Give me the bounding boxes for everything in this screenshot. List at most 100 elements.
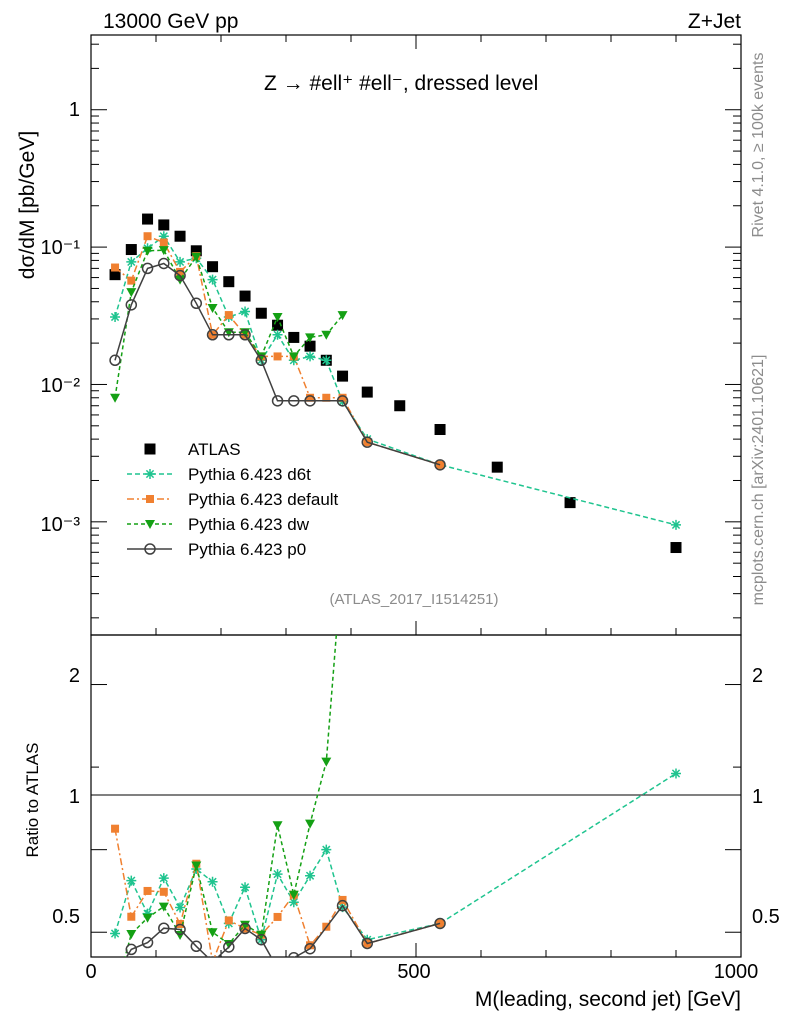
x-tick-label-1000: 1000 [714,961,759,983]
point-atlas [125,244,137,256]
legend-marker-dw [145,520,155,529]
ratio-tick-label-left-1: 1 [69,786,80,808]
ratio-y-axis-label: Ratio to ATLAS [23,743,42,858]
ratio-point-d6t [288,897,299,908]
point-p0 [125,299,138,311]
ratio-point-p0 [209,956,216,957]
point-dw [207,304,218,314]
point-p0 [271,395,284,407]
ratio-point-dw [126,929,137,939]
point-atlas [223,276,235,288]
ratio-point-d6t [207,876,218,887]
point-atlas [491,461,503,473]
point-dw [110,393,121,403]
point-default [111,263,120,272]
ratio-point-default [273,912,282,921]
point-default [322,393,331,402]
point-dw [256,352,267,362]
ratio-tick-label-right-1: 1 [752,786,763,808]
legend-label-p0: Pythia 6.423 p0 [188,540,306,559]
ratio-point-d6t [671,768,681,779]
ratio-point-d6t [110,928,121,939]
ratio-point-d6t [126,875,137,886]
ratio-point-p0 [273,963,283,973]
ratio-point-default [143,886,152,895]
point-p0 [190,297,203,310]
point-atlas [207,261,219,273]
point-p0 [141,262,154,275]
ratio-point-d6t [158,873,169,884]
legend-marker-atlas [144,443,156,455]
ratio-plot-frame [90,634,742,958]
y-axis-label: dσ/dM [pb/GeV] [16,131,39,279]
point-d6t [126,256,137,267]
point-dw [337,311,348,321]
ratio-point-p0 [255,933,268,946]
point-dw [288,352,299,362]
ratio-point-dw [272,821,283,831]
analysis-tag: (ATLAS_2017_I1514251) [329,591,498,608]
legend: ATLAS Pythia 6.423 d6t Pythia 6.423 defa… [127,440,339,559]
ratio-point-p0 [288,952,300,957]
ratio-point-p0 [125,943,138,956]
main-series [109,213,682,554]
x-tick-label-0: 0 [85,961,96,983]
ratio-point-d6t [337,902,348,913]
ratio-point-p0 [223,941,235,953]
ratio-point-d6t [305,870,316,881]
y-tick-labels: 10⁻³ 10⁻² 10⁻¹ 1 [41,99,81,536]
point-d6t [671,519,681,530]
ratio-point-dw [338,551,348,560]
ratio-point-dw [240,920,251,930]
point-default [273,352,282,361]
legend-label-atlas: ATLAS [188,440,241,459]
point-p0 [158,257,170,270]
point-p0 [239,329,251,341]
point-atlas [158,219,170,231]
ratio-point-p0 [336,899,349,912]
ratio-point-dw [305,819,316,829]
ratio-point-d6t [240,882,251,893]
ratio-point-d6t [175,902,186,913]
ratio-point-d6t [321,844,332,855]
point-atlas [670,542,682,554]
ratio-point-p0 [110,970,120,980]
point-p0 [304,395,316,407]
series-line-p0 [114,262,441,466]
point-default [338,393,347,402]
point-p0 [336,395,349,407]
point-dw [305,333,316,343]
point-atlas [361,386,373,398]
point-atlas [239,290,251,302]
ratio-point-dw [158,902,169,912]
ratio-point-dw [191,861,202,871]
ratio-point-default [209,958,217,966]
ratio-tick-label-left-2: 2 [69,665,80,687]
ratio-line-default [114,828,441,957]
ratio-tick-labels: 0.5 1 2 0.5 1 2 [52,665,780,928]
point-p0 [255,354,268,367]
ratio-point-d6t [142,908,153,919]
point-dw [191,252,202,262]
ratio-tick-label-right-0p5: 0.5 [752,906,780,928]
point-p0 [174,269,186,282]
point-p0 [223,329,235,341]
point-d6t [321,355,332,366]
ratio-point-dw [207,928,218,938]
ratio-point-default [127,912,136,921]
point-default [224,311,233,320]
ratio-point-p0 [158,922,170,934]
y-tick-label-1e-3: 10⁻³ [41,514,81,536]
point-d6t [175,256,186,267]
point-dw [126,288,137,298]
ratio-point-p0 [190,940,203,953]
side-text-top: Rivet 4.1.0, ≥ 100k events [750,53,767,238]
series-line-dw [114,249,344,398]
point-p0 [288,395,300,407]
legend-marker-default [146,495,154,503]
series-line-default [114,235,441,466]
point-dw [321,330,332,340]
x-tick-label-500: 500 [397,961,430,983]
ratio-point-p0 [239,922,251,935]
ratio-point-default [111,824,120,833]
